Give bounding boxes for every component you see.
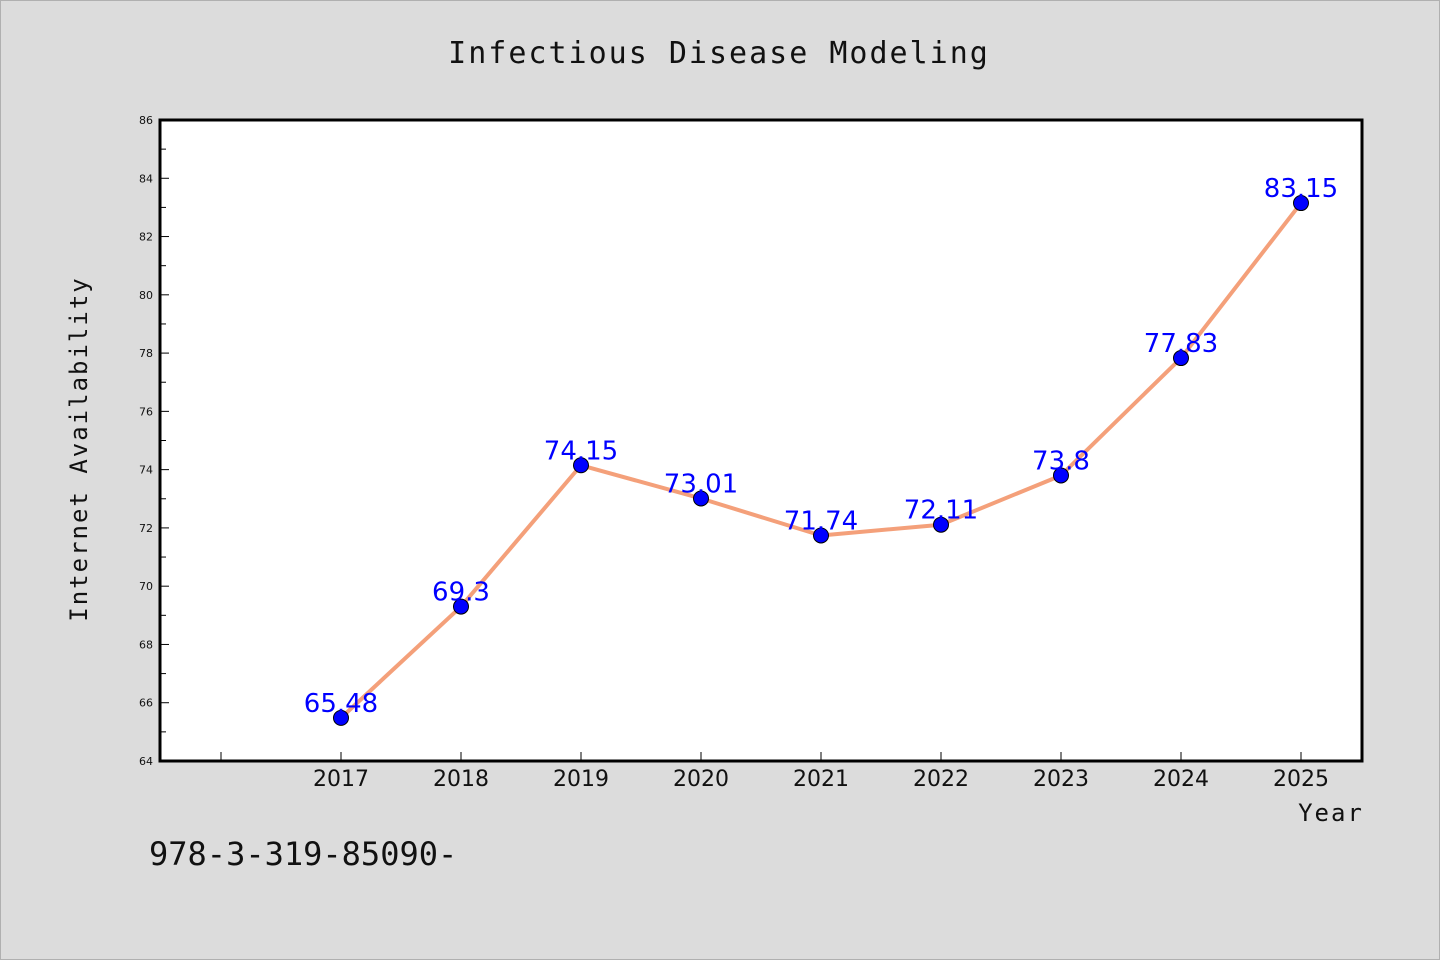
chart-title: Infectious Disease Modeling <box>448 36 990 71</box>
data-point-marker <box>573 457 589 474</box>
data-point-marker <box>1053 467 1069 484</box>
data-label: 71.74 <box>784 506 858 536</box>
data-label: 77.83 <box>1144 329 1218 359</box>
y-tick-label: 72 <box>139 522 153 535</box>
data-labels-group: 65.48 69.3 74.15 73.01 71.74 72.11 73.8 77.83 83… <box>304 174 1338 719</box>
y-tick-label: 74 <box>139 464 153 477</box>
x-tick-label: 2020 <box>673 767 729 792</box>
x-tick-label: 2022 <box>913 767 969 792</box>
x-axis-label: Year <box>1298 799 1364 827</box>
data-point-marker <box>933 516 949 533</box>
data-point-marker <box>1293 195 1309 212</box>
y-axis: 64 66 68 70 72 74 76 78 80 82 84 86 <box>139 114 169 768</box>
data-label: 72.11 <box>904 496 978 526</box>
data-point-marker <box>333 709 349 726</box>
y-tick-label: 70 <box>139 580 153 593</box>
x-tick-label: 2024 <box>1153 767 1209 792</box>
x-tick-label: 2023 <box>1033 767 1089 792</box>
x-tick-label: 2021 <box>793 767 849 792</box>
y-tick-label: 76 <box>139 405 153 418</box>
data-label: 74.15 <box>544 436 618 466</box>
data-point-marker <box>1173 350 1189 367</box>
y-tick-label: 80 <box>139 289 153 302</box>
y-tick-label: 78 <box>139 347 153 360</box>
data-label: 65.48 <box>304 689 378 719</box>
data-point-marker <box>813 527 829 544</box>
series-line-group <box>333 195 1309 726</box>
y-tick-label: 64 <box>139 755 153 768</box>
plot-area <box>158 118 1364 763</box>
x-tick-label: 2017 <box>313 767 369 792</box>
x-tick-label: 2018 <box>433 767 489 792</box>
y-tick-label: 66 <box>139 697 153 710</box>
y-tick-label: 84 <box>139 172 153 185</box>
x-tick-label: 2025 <box>1273 767 1329 792</box>
y-tick-label: 68 <box>139 638 153 651</box>
data-label: 73.01 <box>664 469 738 499</box>
data-point-marker <box>453 598 469 615</box>
x-tick-label: 2019 <box>553 767 609 792</box>
data-label: 73.8 <box>1032 446 1090 476</box>
data-label: 83.15 <box>1264 174 1338 204</box>
y-axis-label: Internet Availability <box>65 276 93 621</box>
data-point-marker <box>693 490 709 507</box>
y-tick-label: 86 <box>139 114 153 127</box>
data-label: 69.3 <box>432 578 490 608</box>
footer-code: 978-3-319-85090- <box>149 835 457 873</box>
y-tick-label: 82 <box>139 231 153 244</box>
x-axis: 2017 2018 2019 2020 2021 2022 2023 2024 2025 <box>220 752 1329 792</box>
